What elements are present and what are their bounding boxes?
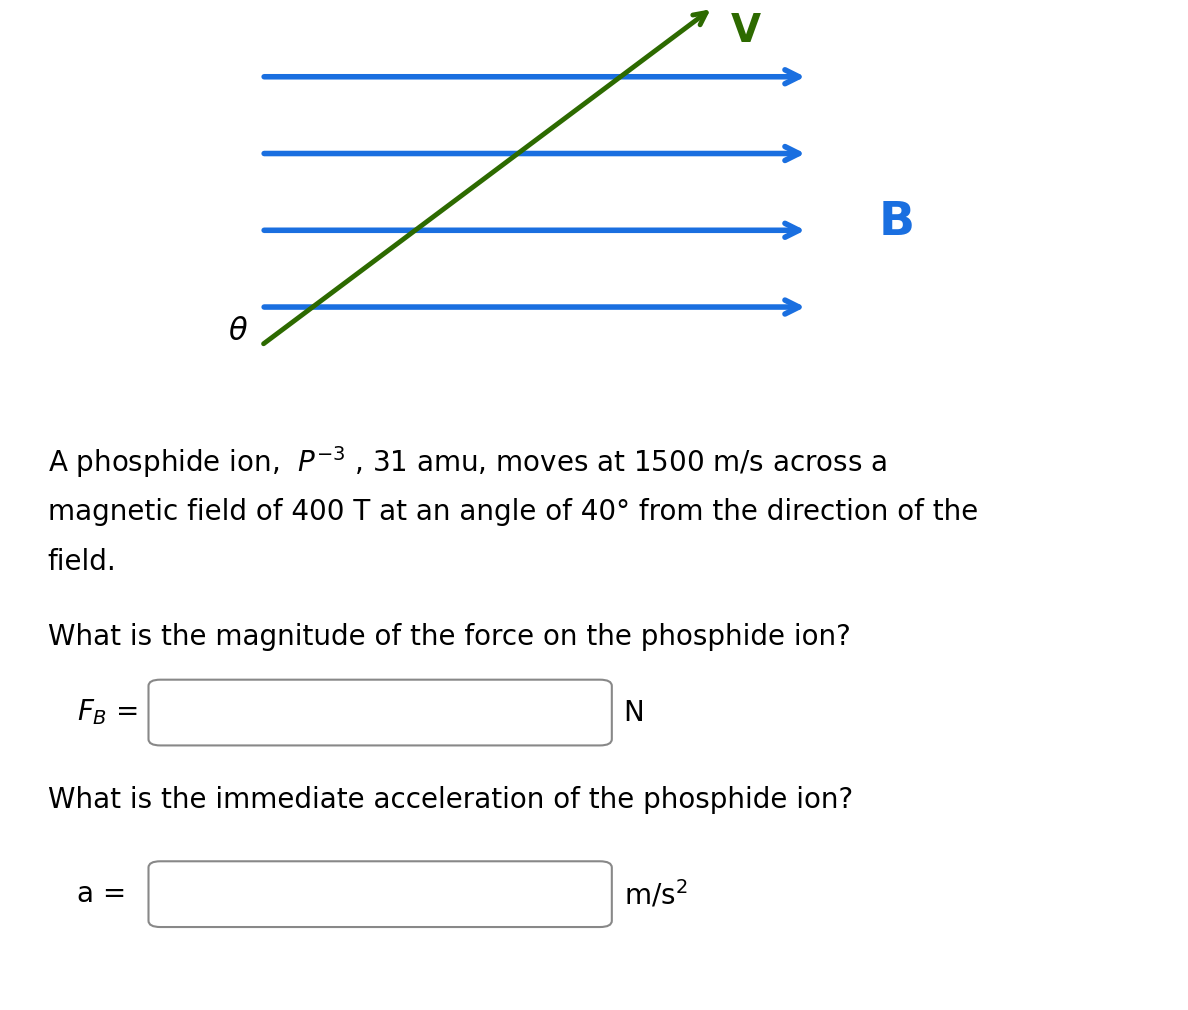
Text: magnetic field of 400 T at an angle of 40° from the direction of the: magnetic field of 400 T at an angle of 4… <box>48 498 978 526</box>
Text: A phosphide ion,  $P^{-3}$ , 31 amu, moves at 1500 m/s across a: A phosphide ion, $P^{-3}$ , 31 amu, move… <box>48 444 886 480</box>
Text: $F_B$ =: $F_B$ = <box>77 698 139 727</box>
Text: B: B <box>879 200 915 245</box>
FancyBboxPatch shape <box>148 862 612 927</box>
Text: N: N <box>624 699 644 726</box>
Text: $\theta$: $\theta$ <box>228 317 247 346</box>
Text: What is the immediate acceleration of the phosphide ion?: What is the immediate acceleration of th… <box>48 786 853 814</box>
Text: field.: field. <box>48 548 116 577</box>
Text: What is the magnitude of the force on the phosphide ion?: What is the magnitude of the force on th… <box>48 623 851 651</box>
Text: m/s$^2$: m/s$^2$ <box>624 879 687 910</box>
Text: V: V <box>731 11 760 49</box>
FancyBboxPatch shape <box>148 680 612 745</box>
Text: a =: a = <box>77 880 126 908</box>
